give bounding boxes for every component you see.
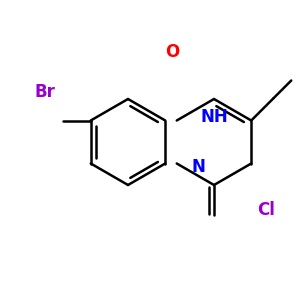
Text: N: N xyxy=(191,158,205,176)
Text: O: O xyxy=(165,43,179,61)
Text: Br: Br xyxy=(34,83,55,101)
Text: Cl: Cl xyxy=(257,201,275,219)
Text: NH: NH xyxy=(201,108,229,126)
